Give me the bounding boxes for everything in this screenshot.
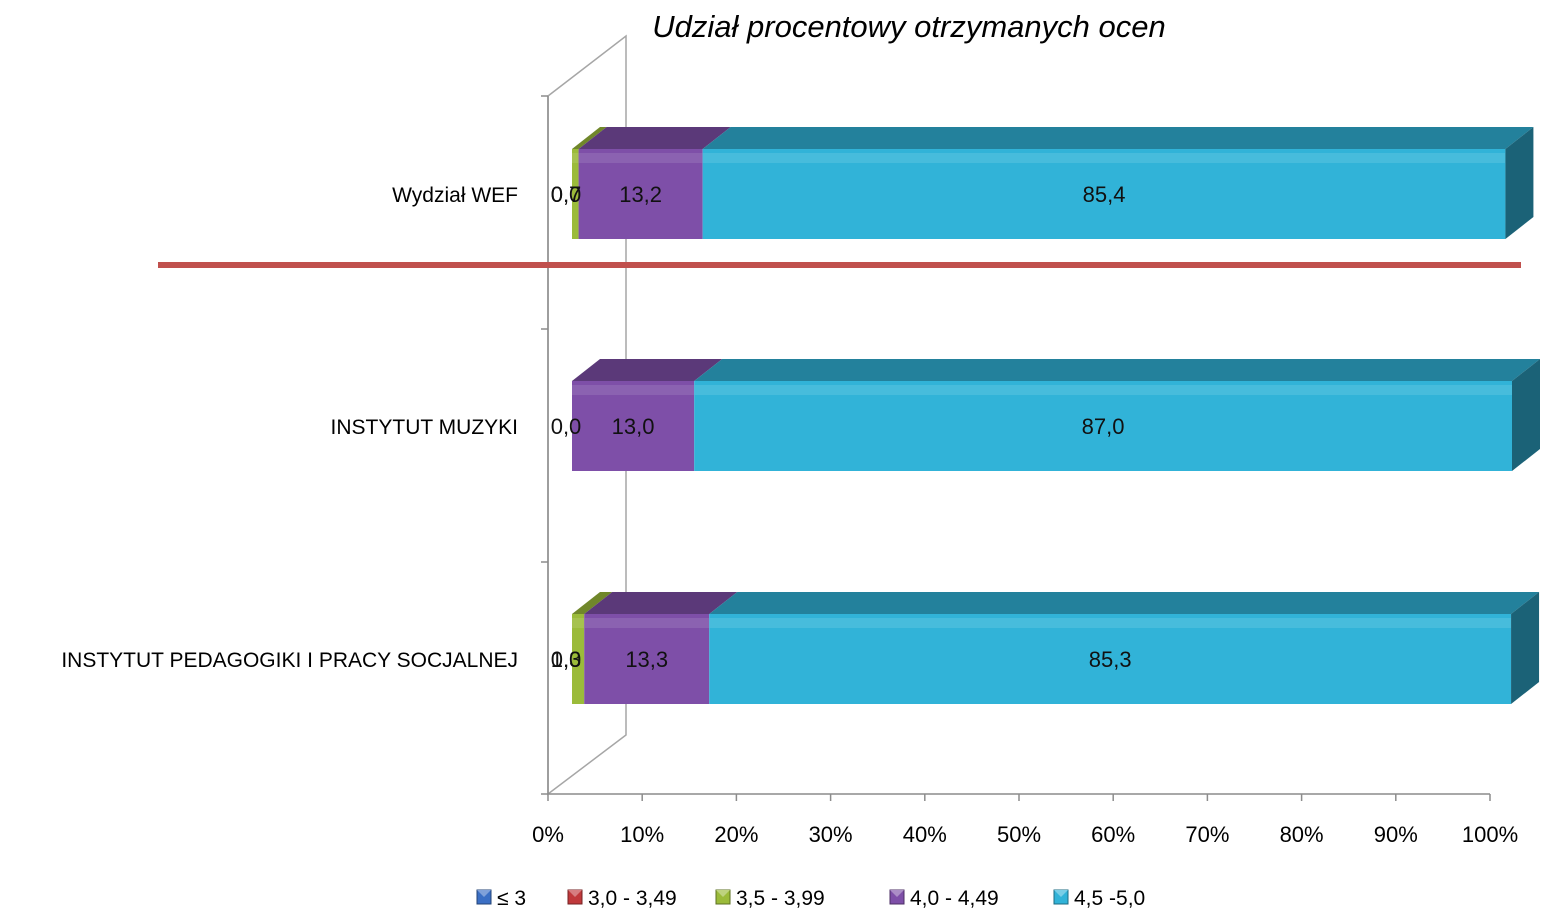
bar-segment-highlight <box>572 618 585 628</box>
bar-segment-top <box>709 592 1540 614</box>
data-label: 85,3 <box>1089 647 1132 672</box>
bar-segment <box>572 149 579 239</box>
bar-end-face <box>1512 359 1540 471</box>
x-tick-label: 90% <box>1374 822 1418 847</box>
legend-swatch-highlight <box>568 890 582 897</box>
bar-group <box>572 359 1540 471</box>
legend-label: 4,0 - 4,49 <box>910 887 999 910</box>
bar-segment-top <box>572 359 723 381</box>
chart-title: Udział procentowy otrzymanych ocen <box>652 9 1165 44</box>
bar-segment <box>572 381 695 471</box>
bar-segment-highlight <box>578 153 703 163</box>
bar-group <box>572 127 1534 239</box>
x-tick-label: 30% <box>809 822 853 847</box>
bar-segment <box>578 149 703 239</box>
bar-segment <box>584 614 710 704</box>
legend: ≤ 3 3,0 - 3,49 3,5 - 3,99 4,0 - 4,49 4,5 -5,… <box>476 887 1145 910</box>
legend-swatch-highlight <box>890 890 904 897</box>
legend-swatch-highlight <box>477 890 491 897</box>
legend-label: 3,0 - 3,49 <box>588 887 677 910</box>
bar-segment <box>709 614 1512 704</box>
legend-label: 4,5 -5,0 <box>1074 887 1145 910</box>
data-label: 13,2 <box>619 182 662 207</box>
x-tick-label: 60% <box>1091 822 1135 847</box>
bar-segment <box>572 614 585 704</box>
legend-item: 3,0 - 3,49 <box>567 887 677 910</box>
x-tick-label: 50% <box>997 822 1041 847</box>
category-label: INSTYTUT PEDAGOGIKI I PRACY SOCJALNEJ <box>61 649 518 672</box>
data-label: 0,0 <box>551 414 582 439</box>
bar-segment-highlight <box>572 385 695 395</box>
x-tick-label: 70% <box>1185 822 1229 847</box>
data-label: 85,4 <box>1083 182 1126 207</box>
bars <box>572 127 1540 704</box>
bar-segment-highlight <box>694 385 1512 395</box>
legend-swatch-highlight <box>716 890 730 897</box>
y-axis: Wydział WEF INSTYTUT MUZYKI INSTYTUT PEDAG… <box>61 95 549 795</box>
bar-end-face <box>1505 127 1534 239</box>
data-label: 0,0 <box>551 182 582 207</box>
bar-segment-top <box>572 592 613 614</box>
legend-item: 4,0 - 4,49 <box>889 887 999 910</box>
x-tick-label: 100% <box>1462 822 1518 847</box>
bar-segment-top <box>694 359 1540 381</box>
legend-swatch-highlight <box>1054 890 1068 897</box>
x-axis: 0% 10% 20% 30% 40% 50% 60% 70% 80% 90% 100% <box>532 793 1518 847</box>
bar-segment-top <box>584 592 738 614</box>
data-label: 0,7 <box>551 182 582 207</box>
x-tick-label: 10% <box>620 822 664 847</box>
bar-segment-highlight <box>584 618 710 628</box>
bar-segment <box>694 381 1512 471</box>
category-label: Wydział WEF <box>392 184 518 207</box>
legend-label: ≤ 3 <box>497 887 526 910</box>
x-tick-label: 20% <box>714 822 758 847</box>
x-tick-label: 40% <box>903 822 947 847</box>
bar-group <box>572 592 1540 704</box>
data-label: 13,3 <box>625 647 668 672</box>
legend-item: 4,5 -5,0 <box>1053 887 1145 910</box>
bar-segment-top <box>702 127 1534 149</box>
legend-label: 3,5 - 3,99 <box>736 887 825 910</box>
category-label: INSTYTUT MUZYKI <box>331 416 518 439</box>
legend-item: 3,5 - 3,99 <box>715 887 825 910</box>
legend-item: ≤ 3 <box>476 887 526 910</box>
data-label: 87,0 <box>1082 414 1125 439</box>
bar-segment-highlight <box>709 618 1512 628</box>
bar-segment-highlight <box>572 153 579 163</box>
data-labels: 0,00,7 13,2 85,40,0 13,0 87,00,01,3 13,3 85,3 <box>551 182 1132 672</box>
bar-segment-top <box>578 127 731 149</box>
data-label: 0,0 <box>551 647 582 672</box>
bar-segment-top <box>572 127 607 149</box>
x-tick-label: 0% <box>532 822 564 847</box>
x-tick-label: 80% <box>1280 822 1324 847</box>
data-label: 13,0 <box>612 414 655 439</box>
bar-end-face <box>1511 592 1540 704</box>
bar-segment <box>702 149 1506 239</box>
bar-segment-highlight <box>702 153 1506 163</box>
data-label: 1,3 <box>551 647 582 672</box>
